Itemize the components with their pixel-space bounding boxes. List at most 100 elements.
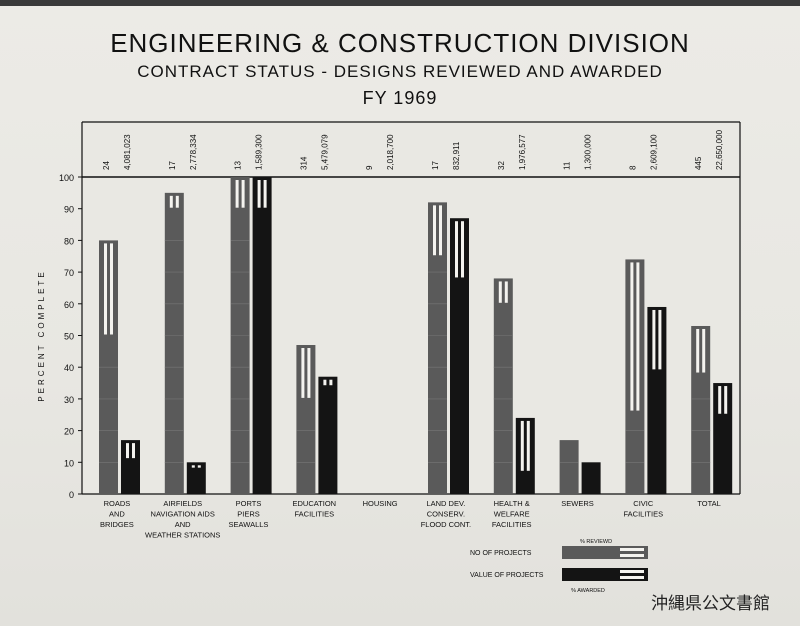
value-of-projects-value: 4,081,023 [123,134,132,170]
legend-swatch-projects [562,546,648,559]
value-reviewed-segment [254,179,270,209]
category-label: CIVIC [633,499,654,508]
value-of-projects-value: 1,976,577 [518,134,527,170]
value-reviewed-segment [517,419,533,472]
projects-reviewed-segment [430,204,445,257]
projects-bar [164,192,184,494]
category-label: AND [175,520,191,529]
category-label: WELFARE [494,510,530,519]
no-of-projects-value: 17 [431,161,440,170]
value-reviewed-stripe [718,386,722,414]
category-label: BRIDGES [100,520,134,529]
value-reviewed-stripe [263,180,267,208]
value-of-projects-value: 22,650,000 [715,129,724,170]
category-label: WEATHER STATIONS [145,531,220,540]
value-reviewed-stripe [329,379,333,386]
no-of-projects-value: 11 [563,161,572,170]
projects-reviewed-stripe [636,262,640,411]
value-bar [318,376,338,494]
y-tick-label: 60 [64,300,74,310]
value-reviewed-stripe [461,221,464,278]
category-label: HOUSING [363,499,398,508]
no-of-projects-value: 32 [497,161,506,170]
value-reviewed-segment [320,378,336,387]
y-tick-label: 90 [64,205,74,215]
y-tick-label: 30 [64,395,74,405]
no-of-projects-value: 445 [694,156,703,170]
projects-reviewed-segment [101,242,116,336]
project-counts-header: 24 4,081,023 17 2,778,334 13 1,589,300 314 5,47… [102,129,724,170]
value-of-projects-value: 832,911 [452,141,461,170]
y-tick-label: 20 [64,427,74,437]
value-reviewed-stripe [323,379,327,386]
projects-reviewed-stripe [301,348,305,398]
projects-reviewed-segment [298,347,314,399]
category-label: FACILITIES [623,510,663,519]
no-of-projects-value: 24 [102,161,111,170]
category-label: NAVIGATION AIDS [151,510,215,519]
projects-reviewed-stripe [104,243,107,335]
projects-reviewed-stripe [307,348,311,398]
legend-reviewed-label: % REVIEWD [580,539,612,545]
value-reviewed-segment [123,442,138,460]
chart-title: ENGINEERING & CONSTRUCTION DIVISION [110,28,690,58]
value-reviewed-stripe [197,465,201,468]
y-tick-label: 80 [64,236,74,246]
category-label: FACILITIES [492,520,532,529]
value-reviewed-segment [452,220,467,279]
value-of-projects-value: 1,300,000 [584,134,593,170]
value-of-projects-value: 1,589,300 [255,134,264,170]
category-label: FACILITIES [294,510,334,519]
category-label: AIRFIELDS [163,499,202,508]
value-reviewed-stripe [191,465,195,468]
value-reviewed-stripe [257,180,261,208]
value-bar [252,177,272,494]
value-of-projects-value: 2,018,700 [386,134,395,170]
value-reviewed-segment [715,385,731,415]
category-label: FLOOD CONT. [421,520,471,529]
projects-reviewed-stripe [433,205,436,256]
projects-reviewed-stripe [235,180,239,208]
value-reviewed-stripe [126,443,129,459]
category-label: SEAWALLS [229,520,269,529]
category-label: PIERS [237,510,260,519]
legend-swatch-stripe [620,576,644,579]
projects-bar [428,202,447,495]
legend-swatch-stripe [620,570,644,573]
projects-reviewed-stripe [241,180,245,208]
projects-bar [559,440,579,494]
projects-reviewed-stripe [169,195,173,208]
category-label: ROADS [104,499,131,508]
no-of-projects-value: 8 [628,165,637,170]
projects-reviewed-stripe [439,205,442,256]
legend-swatch-stripe [620,548,644,551]
value-bar [186,462,206,494]
category-label: TOTAL [697,499,720,508]
projects-reviewed-stripe [175,195,179,208]
no-of-projects-value: 314 [299,156,308,170]
y-tick-label: 70 [64,268,74,278]
chart-subtitle: CONTRACT STATUS - DESIGNS REVIEWED AND A… [137,62,663,81]
projects-bar [493,278,513,494]
y-tick-label: 100 [59,173,74,183]
bar-series [99,177,733,495]
value-bar [581,462,601,494]
value-reviewed-stripe [724,386,728,414]
value-bar [450,218,469,494]
value-reviewed-stripe [520,420,524,471]
projects-reviewed-segment [627,261,643,412]
value-of-projects-value: 5,479,079 [320,134,329,170]
archive-watermark: 沖縄県公文書館 [651,594,770,614]
category-label: CONSERV. [427,510,465,519]
value-reviewed-stripe [132,443,135,459]
no-of-projects-value: 17 [168,161,177,170]
legend-awarded-label: % AWARDED [571,588,605,594]
value-of-projects-value: 2,609,100 [649,134,658,170]
legend-label-value: VALUE OF PROJECTS [470,572,544,579]
y-tick-label: 10 [64,458,74,468]
value-reviewed-segment [649,308,665,371]
no-of-projects-value: 13 [234,161,243,170]
projects-reviewed-segment [232,179,248,209]
category-label: SEWERS [561,499,594,508]
projects-reviewed-stripe [110,243,113,335]
